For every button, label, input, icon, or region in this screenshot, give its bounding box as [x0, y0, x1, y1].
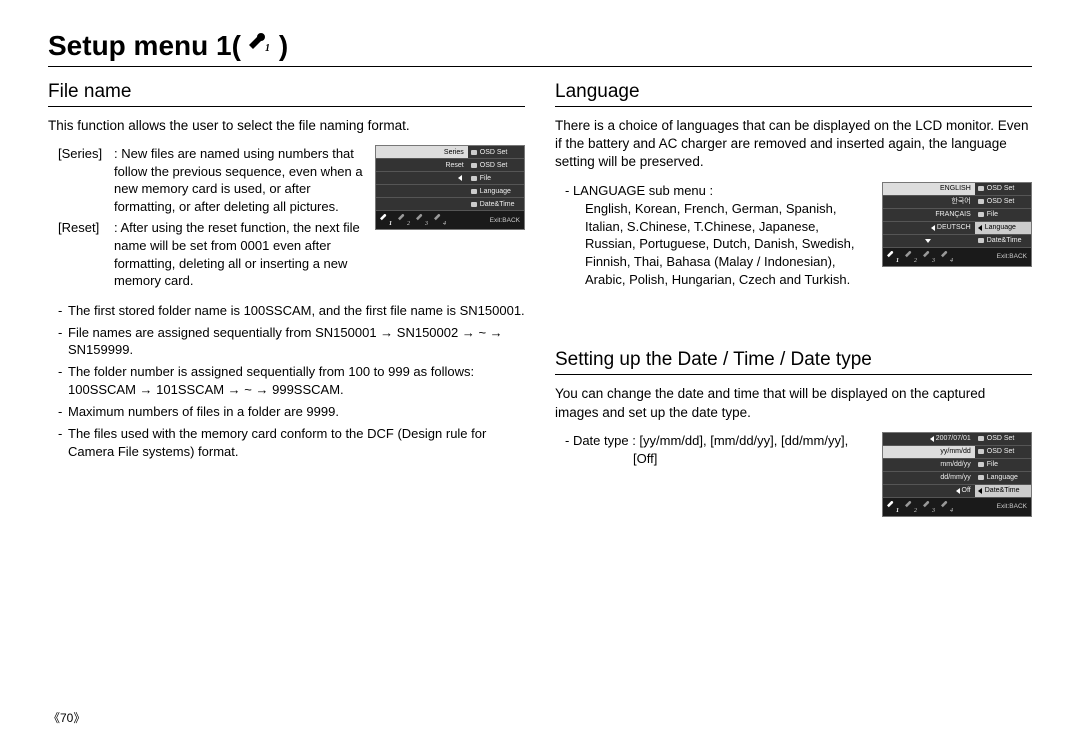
date-bullet: - Date type : [yy/mm/dd], [mm/dd/yy], [d…	[565, 432, 872, 517]
menu-option: FRANÇAIS	[883, 209, 975, 222]
menu-category: OSD Set	[975, 196, 1031, 209]
bullet-item: -File names are assigned sequentially fr…	[58, 324, 525, 360]
exit-label: Exit:BACK	[490, 217, 520, 224]
menu-category: File	[975, 209, 1031, 222]
menu-option: ENGLISH	[883, 183, 975, 196]
menu-option: DEUTSCH	[883, 222, 975, 235]
menu-category: OSD Set	[975, 446, 1031, 459]
bullet-item: -The first stored folder name is 100SSCA…	[58, 302, 525, 320]
title-suffix: )	[279, 30, 288, 62]
def-reset: [Reset] : After using the reset function…	[58, 219, 367, 289]
exit-label: Exit:BACK	[997, 503, 1027, 510]
bullet-item: -The files used with the memory card con…	[58, 425, 525, 461]
menu-category: Language	[975, 222, 1031, 235]
def-series: [Series] : New files are named using num…	[58, 145, 367, 215]
menu-option: yy/mm/dd	[883, 446, 975, 459]
menu-category: OSD Set	[975, 183, 1031, 196]
menu-option: Off	[883, 485, 975, 498]
wrench-icon: 1	[247, 30, 273, 62]
date-screenshot: 2007/07/01yy/mm/ddmm/dd/yydd/mm/yyOff OSD…	[882, 432, 1032, 517]
menu-category: OSD Set	[975, 433, 1031, 446]
menu-category: Language	[975, 472, 1031, 485]
menu-category: File	[975, 459, 1031, 472]
menu-option: dd/mm/yy	[883, 472, 975, 485]
date-heading: Setting up the Date / Time / Date type	[555, 349, 1032, 375]
page-title: Setup menu 1( 1 )	[48, 30, 1032, 67]
title-text: Setup menu 1(	[48, 30, 241, 62]
page-number: 《70》	[48, 709, 85, 726]
language-screenshot: ENGLISH한국어FRANÇAISDEUTSCHOSD SetOSD SetF…	[882, 182, 1032, 290]
wrench-tab-icon: 4	[941, 500, 953, 514]
file-name-definitions: [Series] : New files are named using num…	[58, 145, 367, 293]
language-heading: Language	[555, 81, 1032, 107]
menu-category: Date&Time	[975, 485, 1031, 498]
right-column: Language There is a choice of languages …	[555, 81, 1032, 517]
menu-category: Date&Time	[468, 198, 524, 211]
menu-category: File	[468, 172, 524, 185]
file-name-bullets: -The first stored folder name is 100SSCA…	[58, 302, 525, 462]
menu-option: 한국어	[883, 196, 975, 209]
menu-option: Reset	[376, 159, 468, 172]
menu-category: Date&Time	[975, 235, 1031, 248]
wrench-tab-icon: 2	[905, 500, 917, 514]
exit-label: Exit:BACK	[997, 253, 1027, 260]
menu-option: 2007/07/01	[883, 433, 975, 446]
wrench-tab-icon: 3	[923, 250, 935, 264]
bullet-item: -The folder number is assigned sequentia…	[58, 363, 525, 399]
screenshot-footer: 1234 Exit:BACK	[376, 211, 524, 229]
wrench-tab-icon: 1	[887, 500, 899, 514]
screenshot-footer: 1234 Exit:BACK	[883, 248, 1031, 266]
menu-option: mm/dd/yy	[883, 459, 975, 472]
wrench-tab-icon: 1	[380, 213, 392, 227]
menu-option	[883, 235, 975, 248]
language-intro: There is a choice of languages that can …	[555, 117, 1032, 172]
menu-option	[376, 198, 468, 211]
svg-text:1: 1	[265, 43, 270, 54]
wrench-tab-icon: 4	[434, 213, 446, 227]
wrench-tab-icon: 2	[905, 250, 917, 264]
wrench-tab-icon: 2	[398, 213, 410, 227]
wrench-tab-icon: 3	[416, 213, 428, 227]
left-column: File name This function allows the user …	[48, 81, 525, 517]
bullet-item: -Maximum numbers of files in a folder ar…	[58, 403, 525, 421]
menu-category: Language	[468, 185, 524, 198]
date-intro: You can change the date and time that wi…	[555, 385, 1032, 421]
file-name-screenshot: SeriesResetOSD SetOSD SetFileLanguageDat…	[375, 145, 525, 293]
menu-category: OSD Set	[468, 159, 524, 172]
wrench-tab-icon: 1	[887, 250, 899, 264]
language-submenu: - LANGUAGE sub menu : English, Korean, F…	[565, 182, 872, 290]
wrench-tab-icon: 4	[941, 250, 953, 264]
wrench-tab-icon: 3	[923, 500, 935, 514]
menu-option	[376, 172, 468, 185]
file-name-heading: File name	[48, 81, 525, 107]
file-name-intro: This function allows the user to select …	[48, 117, 525, 135]
screenshot-footer: 1234 Exit:BACK	[883, 498, 1031, 516]
menu-option: Series	[376, 146, 468, 159]
menu-option	[376, 185, 468, 198]
menu-category: OSD Set	[468, 146, 524, 159]
